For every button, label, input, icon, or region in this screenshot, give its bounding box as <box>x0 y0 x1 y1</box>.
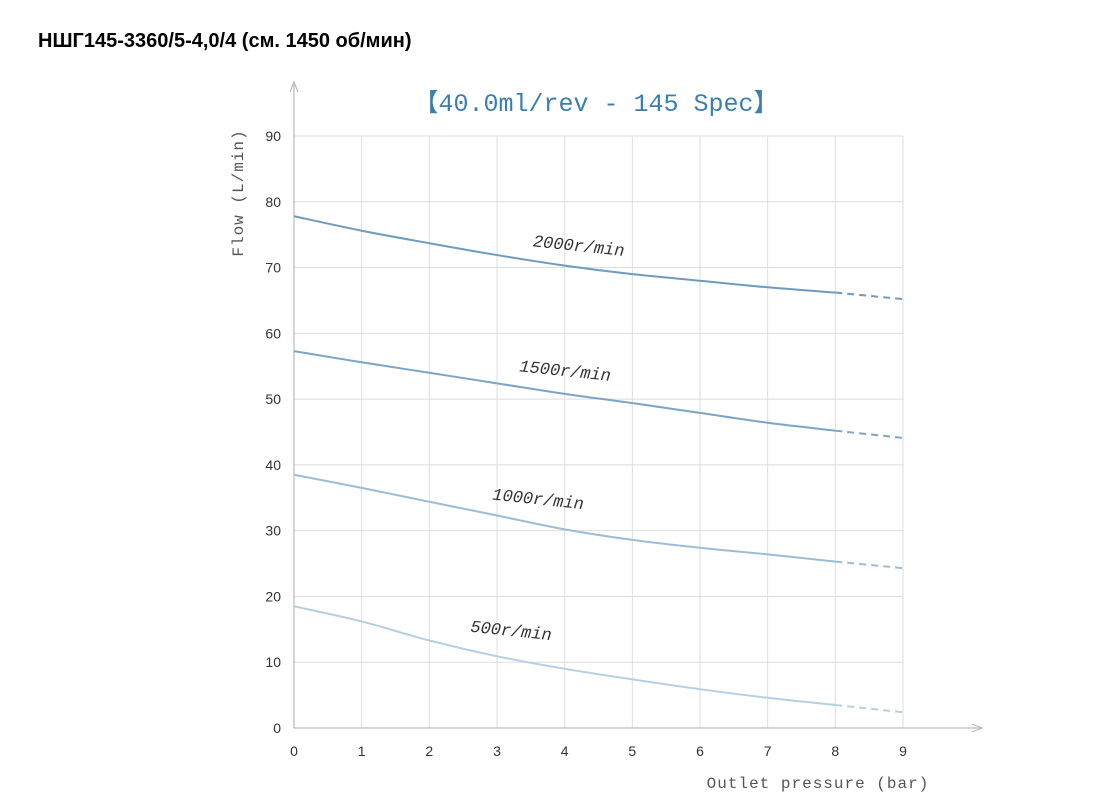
series-line-extrapolated-2000r-min <box>835 291 904 301</box>
y-tick-label-20: 20 <box>265 588 281 604</box>
y-tick-label-10: 10 <box>265 654 281 670</box>
y-tick-label-90: 90 <box>265 128 281 144</box>
series-label-500r-min: 500r/min <box>469 619 552 646</box>
y-tick-label-30: 30 <box>265 523 281 539</box>
x-tick-label-0: 0 <box>290 743 298 759</box>
y-tick-label-70: 70 <box>265 260 281 276</box>
x-tick-label-7: 7 <box>764 743 772 759</box>
x-tick-label-5: 5 <box>628 743 636 759</box>
x-tick-label-1: 1 <box>358 743 366 759</box>
series-line-500r-min <box>293 605 836 706</box>
x-tick-label-9: 9 <box>899 743 907 759</box>
x-tick-label-2: 2 <box>425 743 433 759</box>
y-axis-arrow <box>289 80 299 93</box>
series-layer <box>293 215 904 714</box>
page-heading: НШГ145-3360/5-4,0/4 (см. 1450 об/мин) <box>38 30 412 52</box>
x-axis-title: Outlet pressure (bar) <box>707 775 930 793</box>
series-label-2000r-min: 2000r/min <box>532 233 625 261</box>
series-line-1500r-min <box>293 350 836 432</box>
series-line-extrapolated-1000r-min <box>835 560 904 570</box>
y-tick-label-50: 50 <box>265 391 281 407</box>
y-tick-label-40: 40 <box>265 457 281 473</box>
x-axis-arrow <box>971 723 984 733</box>
series-line-extrapolated-1500r-min <box>835 429 904 439</box>
y-tick-label-0: 0 <box>273 720 281 736</box>
y-tick-label-60: 60 <box>265 325 281 341</box>
series-line-2000r-min <box>293 215 836 294</box>
series-line-extrapolated-500r-min <box>835 703 904 714</box>
chart-title: 【40.0ml/rev - 145 Spec】 <box>413 89 778 119</box>
grid-layer <box>294 135 904 728</box>
y-axis-title: Flow (L/min) <box>230 129 248 256</box>
y-tick-label-80: 80 <box>265 194 281 210</box>
series-label-1000r-min: 1000r/min <box>491 487 584 515</box>
x-tick-label-3: 3 <box>493 743 501 759</box>
x-tick-label-4: 4 <box>561 743 569 759</box>
x-tick-label-6: 6 <box>696 743 704 759</box>
x-tick-label-8: 8 <box>831 743 839 759</box>
series-line-1000r-min <box>293 473 836 563</box>
